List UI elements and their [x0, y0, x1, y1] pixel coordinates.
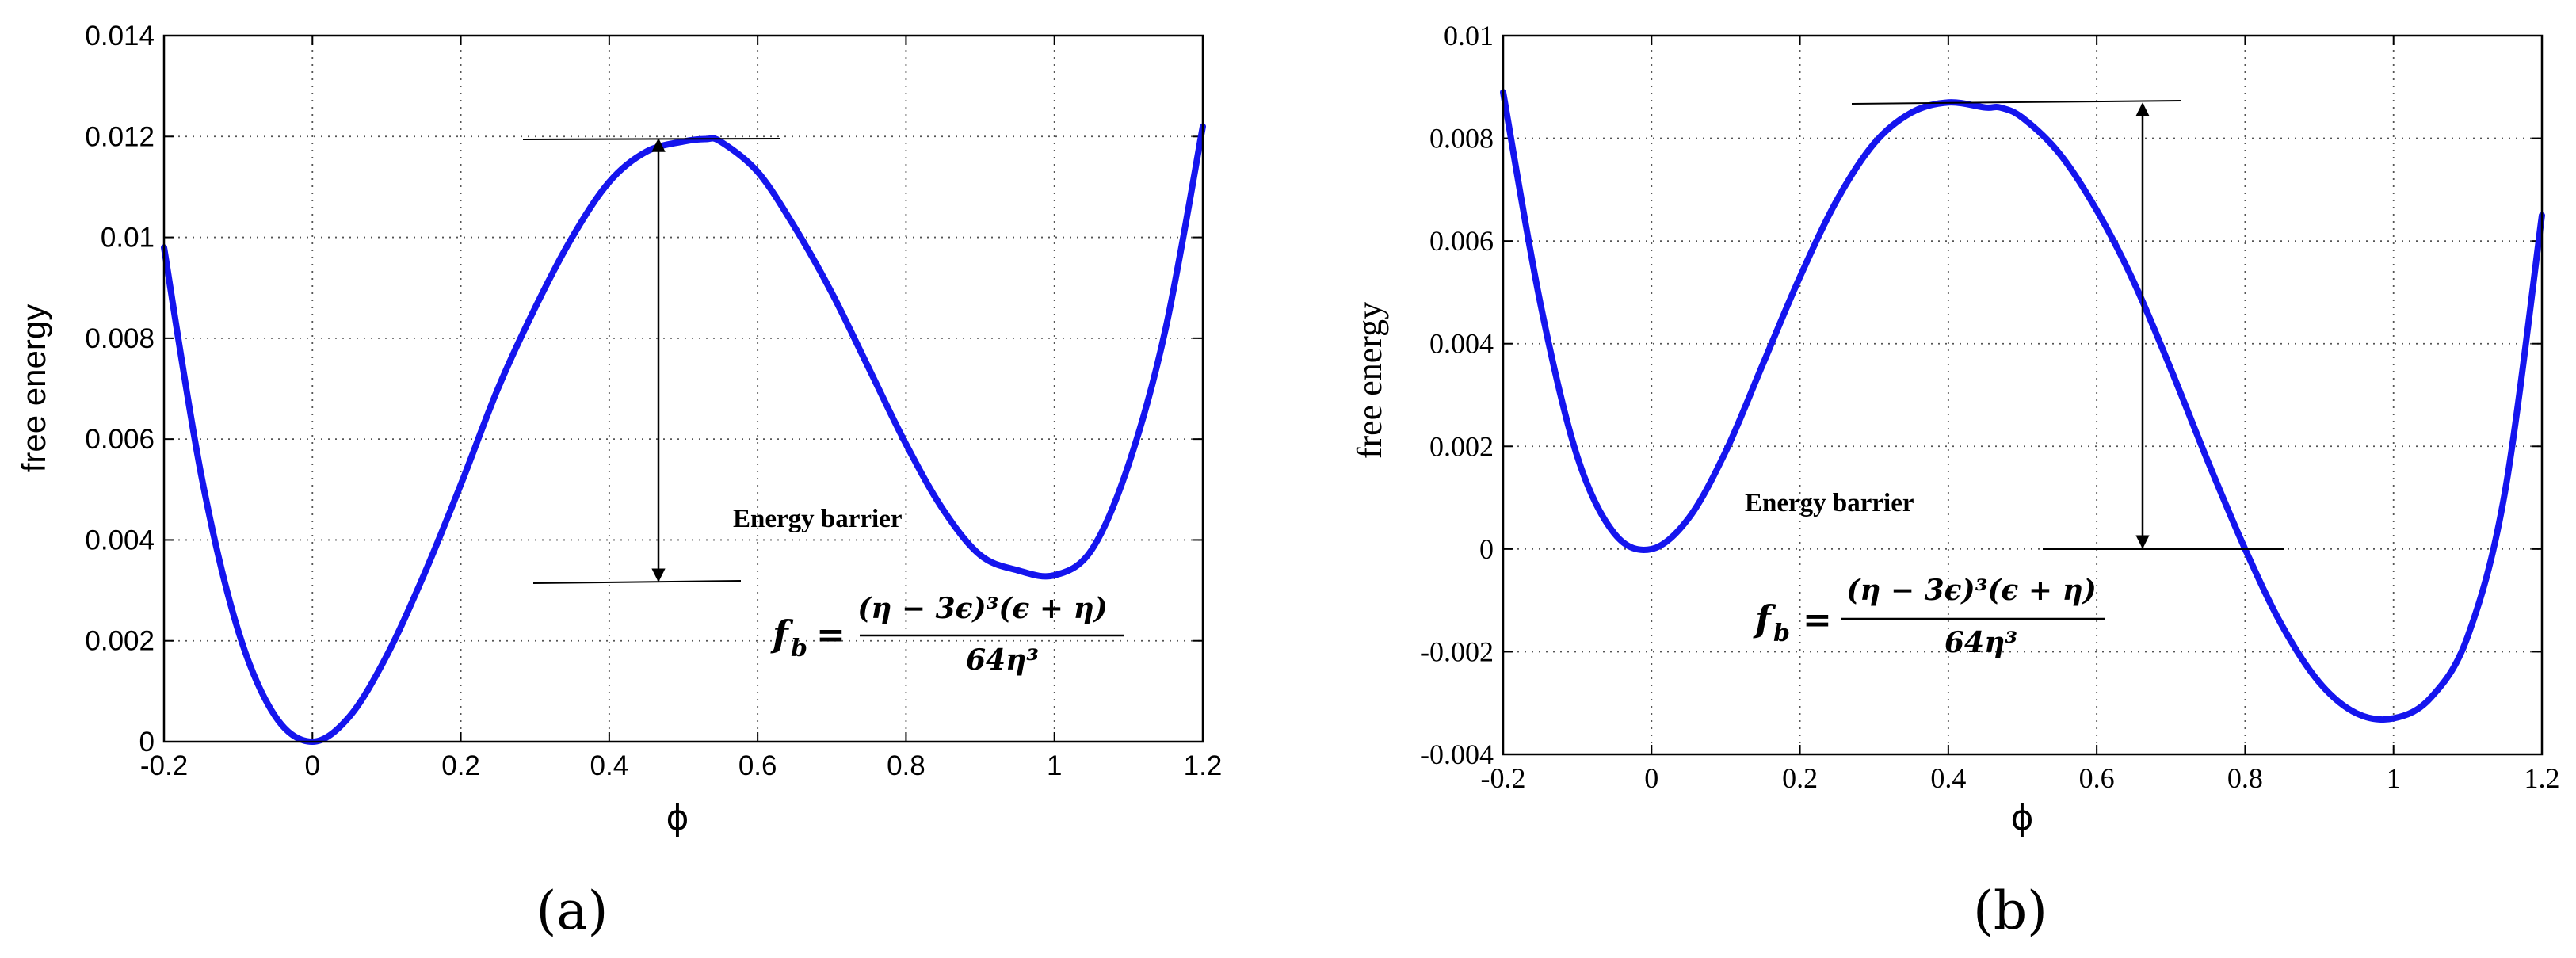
x-tick-label-b: 1.2: [2524, 762, 2560, 794]
y-tick-label-b: 0.002: [1429, 430, 1494, 462]
formula-b: f b = (η − 3ϵ)³(ϵ + η) 64η³: [1753, 574, 2105, 659]
formula-eq-a: =: [816, 615, 845, 655]
y-tick-label-b: -0.002: [1420, 635, 1494, 667]
chart-panel-b: -0.2 0 0.2 0.4 0.6 0.8 1 1.2 -0.004 -0.002 0 0.002 0…: [1350, 20, 2560, 941]
energy-barrier-label-b: Energy barrier: [1745, 489, 1914, 517]
data-curve-b: [1500, 89, 2545, 723]
formula-numerator-b: (η − 3ϵ)³(ϵ + η): [1846, 574, 2097, 607]
x-tick-label-b: 0.4: [1930, 762, 1966, 794]
plot-frame-a: [162, 34, 1204, 743]
x-axis-label-b: ϕ: [2010, 798, 2033, 838]
formula-numerator-a: (η − 3ϵ)³(ϵ + η): [857, 592, 1108, 625]
formula-eq-b: =: [1803, 600, 1832, 640]
formula-denominator-b: 64η³: [1944, 626, 2017, 659]
chart-panel-a: -0.2 0 0.2 0.4 0.6 0.8 1 1.200.0020.0040.0060.0…: [15, 21, 1222, 941]
formula-a: f b = (η − 3ϵ)³(ϵ + η) 64η³: [770, 592, 1124, 677]
x-tick-label-b: 0: [1644, 762, 1658, 794]
x-tick-label-a: 0.8: [887, 750, 925, 781]
y-tick-label-a: 0.014: [85, 21, 155, 52]
x-tick-label-b: 1: [2387, 762, 2401, 794]
x-tick-label-a: 0.6: [738, 750, 777, 781]
grid-b: [1503, 36, 2542, 754]
x-tick-label-a: 0: [305, 750, 320, 781]
y-tick-label-b: 0.01: [1444, 20, 1494, 52]
y-tick-label-a: 0.01: [101, 223, 155, 254]
formula-lhs-sub-b: b: [1773, 620, 1790, 647]
y-tick-label-a: 0.012: [85, 121, 155, 152]
formula-denominator-a: 64η³: [966, 643, 1039, 677]
y-tick-label-b: 0.006: [1429, 225, 1494, 257]
plot-frame-b: [1502, 34, 2544, 756]
x-tick-label-a: 1: [1047, 750, 1062, 781]
y-tick-label-a: 0.006: [85, 424, 155, 455]
y-tick-label-b: 0.008: [1429, 123, 1494, 155]
ticks-b: -0.2 0 0.2 0.4 0.6 0.8 1 1.2 -0.004 -0.002 0 0.002 0…: [1420, 20, 2560, 794]
x-tick-label-a: 1.2: [1184, 750, 1223, 781]
x-tick-label-a: 0.2: [441, 750, 480, 781]
y-tick-label-a: 0.002: [85, 626, 155, 657]
energy-barrier-label-a: Energy barrier: [733, 505, 903, 533]
y-tick-label-b: -0.004: [1420, 739, 1494, 770]
x-tick-label-a: 0.4: [590, 750, 629, 781]
x-tick-label-b: -0.2: [1481, 762, 1526, 794]
data-curve-a: [161, 123, 1206, 745]
y-axis-label-b: free energy: [1350, 302, 1389, 459]
formula-lhs-sub-a: b: [791, 635, 807, 662]
x-tick-label-b: 0.2: [1782, 762, 1818, 794]
x-tick-label-a: -0.2: [140, 750, 188, 781]
x-axis-label-a: ϕ: [666, 798, 689, 838]
panel-label-a: (a): [536, 880, 609, 941]
barrier-bottom-line-a: [532, 580, 742, 584]
barrier-top-line-b: [1851, 100, 2182, 105]
panel-label-b: (b): [1973, 880, 2047, 941]
y-tick-label-a: 0.004: [85, 525, 155, 555]
y-tick-label-b: 0.004: [1429, 328, 1494, 360]
ticks-a: -0.2 0 0.2 0.4 0.6 0.8 1 1.200.0020.0040.0060.0…: [85, 21, 1222, 781]
x-tick-label-b: 0.8: [2227, 762, 2263, 794]
y-tick-label-b: 0: [1479, 533, 1494, 565]
y-tick-label-a: 0.008: [85, 323, 155, 354]
y-tick-label-a: 0: [139, 727, 155, 758]
x-tick-label-b: 0.6: [2079, 762, 2115, 794]
y-axis-label-a: free energy: [15, 304, 52, 472]
